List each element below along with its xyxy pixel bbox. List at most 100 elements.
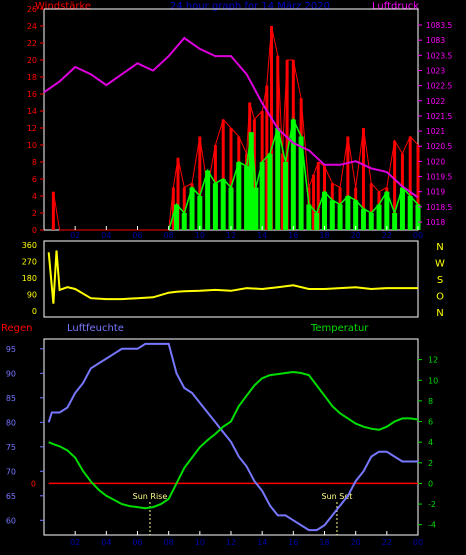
temperature-axis-title: Temperatur: [310, 323, 369, 334]
gust-line: [52, 25, 419, 231]
pressure-tick-label: 1020: [426, 157, 445, 166]
temperature-tick-label: 4: [428, 438, 433, 447]
compass-label: N: [436, 242, 443, 253]
wind-gust-series: [51, 25, 420, 231]
pressure-tick-label: 1083: [426, 36, 445, 45]
pressure-tick-label: 1083.5: [426, 21, 452, 30]
humidity-temp-frame: [43, 338, 419, 536]
time-tick-label: 08: [164, 538, 174, 547]
compass-label: W: [435, 259, 445, 270]
wind-tick-label: 22: [27, 39, 37, 48]
wind-tick-label: 10: [27, 141, 37, 150]
humidity-tick-label: 85: [6, 394, 16, 403]
temperature-tick-label: -4: [428, 521, 436, 530]
wind-tick-label: 24: [27, 22, 37, 31]
time-tick-label: 14: [257, 231, 267, 240]
time-tick-label: 20: [351, 538, 361, 547]
degree-tick-label: 90: [27, 291, 37, 300]
wind-axis-title: Windstärke: [35, 1, 91, 12]
humidity-tick-label: 80: [6, 418, 16, 427]
humidity-axis-title: Luftfeuchte: [67, 323, 124, 334]
time-axis-ticks: 02 04 06 08 10 12 14 16 18 20 22 00: [70, 226, 423, 240]
degree-tick-label: 0: [32, 307, 37, 316]
compass-label: S: [437, 275, 443, 286]
wind-tick-label: 16: [27, 90, 37, 99]
temperature-tick-label: 8: [428, 397, 433, 406]
humidity-tick-label: 65: [6, 492, 16, 501]
humidity-line: [47, 342, 418, 532]
pressure-tick-label: 1022: [426, 97, 445, 106]
time-tick-label: 18: [319, 231, 329, 240]
pressure-tick-label: 1021: [426, 127, 445, 136]
pressure-axis-title: Luftdruck: [372, 1, 419, 12]
time-tick-label: 12: [226, 538, 236, 547]
wind-tick-label: 20: [27, 56, 37, 65]
compass-label: O: [436, 292, 444, 303]
temperature-tick-label: 2: [428, 459, 433, 468]
time-tick-label: 04: [101, 538, 111, 547]
time-tick-label: 22: [382, 231, 392, 240]
time-tick-label: 10: [195, 231, 205, 240]
chart-title: 24 hour graph for 14 März 2020: [170, 1, 330, 12]
wind-tick-label: 12: [27, 124, 37, 133]
pressure-tick-label: 1023: [426, 66, 445, 75]
time-tick-label: 02: [70, 231, 80, 240]
temperature-tick-label: 0: [428, 479, 433, 488]
time-tick-label: 04: [101, 231, 111, 240]
wind-tick-label: 6: [32, 175, 37, 184]
pressure-tick-label: 1018.5: [426, 203, 452, 212]
humidity-tick-label: 90: [6, 369, 16, 378]
pressure-line: [43, 36, 419, 199]
humidity-tick-label: 70: [6, 467, 16, 476]
time-tick-label: 10: [195, 538, 205, 547]
wind-average-series: [167, 117, 421, 231]
pressure-axis-ticks: 1018 1018.5 1019 1019.5 1020 1020.5 1021 1021.5…: [418, 21, 452, 227]
compass-label: N: [436, 308, 443, 319]
time-tick-label: 08: [164, 231, 174, 240]
sun-rise-label: Sun Rise: [133, 492, 168, 501]
direction-frame: [43, 240, 419, 318]
humidity-tick-label: 60: [6, 516, 16, 525]
wind-tick-label: 0: [32, 226, 37, 235]
wind-tick-label: 4: [32, 192, 37, 201]
time-tick-label: 16: [288, 231, 298, 240]
time-tick-label: 12: [226, 231, 236, 240]
time-axis-ticks-bottom: 02 04 06 08 10 12 14 16 18 20 22 00: [70, 531, 423, 547]
rain-axis-title: Regen: [1, 323, 33, 334]
rain-tick-label: 0: [31, 479, 36, 488]
pressure-tick-label: 1018: [426, 218, 445, 227]
wind-tick-label: 18: [27, 73, 37, 82]
humidity-tick-label: 95: [6, 345, 16, 354]
time-tick-label: 00: [413, 538, 423, 547]
time-tick-label: 06: [132, 538, 142, 547]
time-tick-label: 22: [382, 538, 392, 547]
temperature-tick-label: 12: [428, 356, 438, 365]
wind-tick-label: 26: [27, 5, 37, 14]
time-tick-label: 14: [257, 538, 267, 547]
direction-line: [47, 250, 418, 304]
temperature-tick-label: 6: [428, 418, 433, 427]
time-tick-label: 20: [351, 231, 361, 240]
pressure-tick-label: 1019: [426, 188, 445, 197]
average-line: [167, 117, 419, 231]
degree-tick-label: 360: [22, 241, 37, 250]
time-tick-label: 18: [319, 538, 329, 547]
pressure-tick-label: 1022.5: [426, 82, 452, 91]
temperature-axis-ticks: -4 -2 0 2 4 6 8 10 12: [418, 356, 438, 530]
time-tick-label: 00: [413, 231, 423, 240]
time-tick-label: 16: [288, 538, 298, 547]
wind-tick-label: 2: [32, 209, 37, 218]
temperature-line: [48, 370, 419, 510]
time-tick-label: 06: [132, 231, 142, 240]
wind-tick-label: 8: [32, 158, 37, 167]
degree-tick-label: 180: [22, 274, 37, 283]
humidity-axis-ticks: 60 65 70 75 80 85 90 95: [6, 345, 44, 525]
temperature-tick-label: -2: [428, 500, 436, 509]
humidity-tick-label: 75: [6, 443, 16, 452]
